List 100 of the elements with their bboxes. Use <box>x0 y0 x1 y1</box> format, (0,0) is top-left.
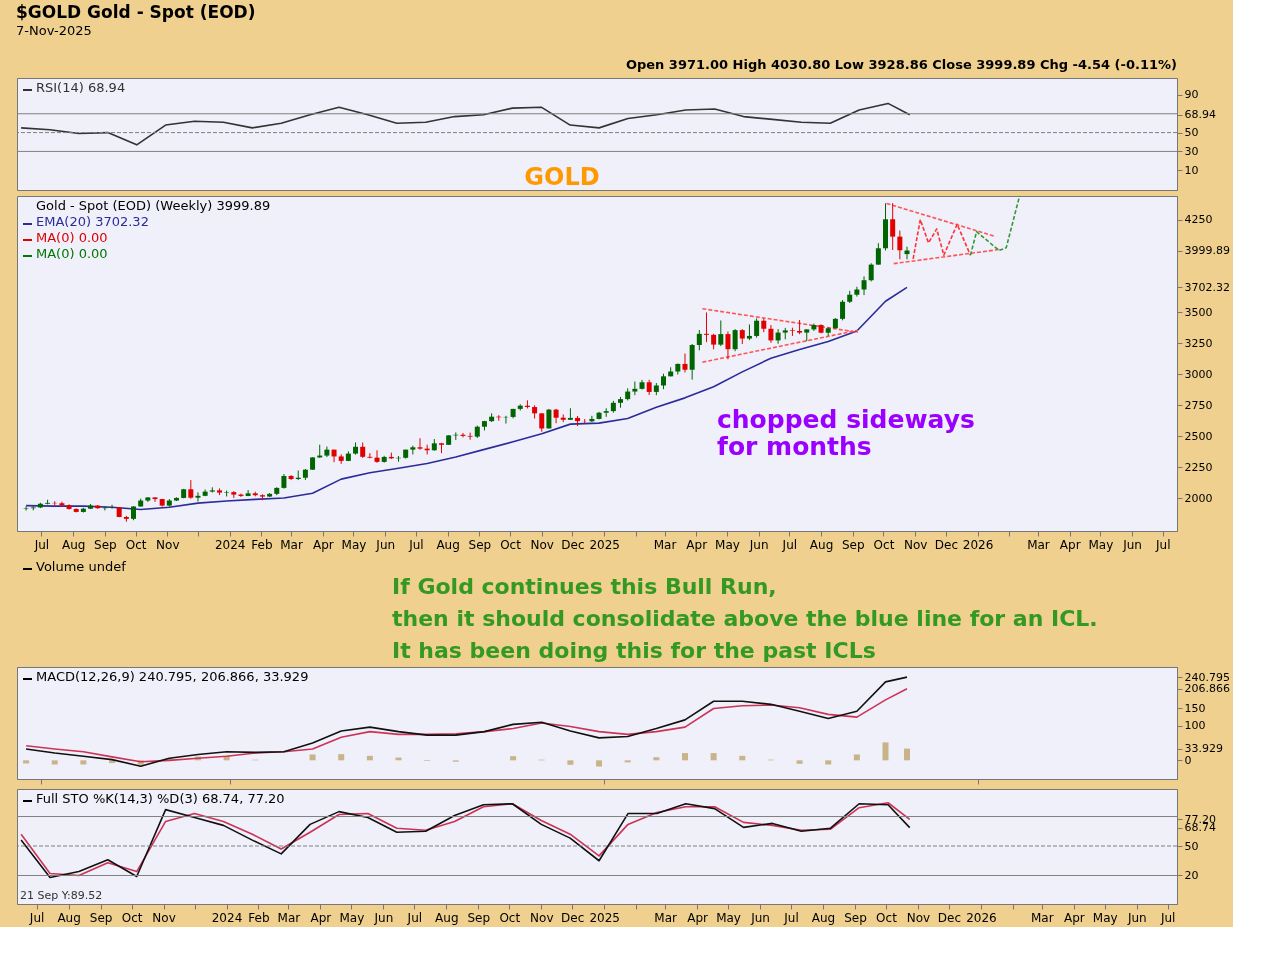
x-tick-label: May <box>716 910 741 925</box>
legend-label: RSI(14) 68.94 <box>36 80 126 95</box>
y-tick-label: 2250 <box>1184 460 1213 474</box>
x-tick-label: Sep <box>844 910 867 925</box>
x-tick-label: 2024 <box>214 537 246 552</box>
x-tick-label: Jul <box>406 910 423 925</box>
x-tick-label: Nov <box>156 537 180 552</box>
x-tick-label: Sep <box>89 910 113 925</box>
y-tick-label: 2500 <box>1184 429 1213 443</box>
y-tick-label: 2750 <box>1184 398 1213 412</box>
x-tick-label: Oct <box>121 910 143 925</box>
y-tick-label: 4250 <box>1184 213 1213 227</box>
annotation: 21 Sep Y:89.52 <box>20 889 103 902</box>
chart-title: MACD(12,26,9) 240.795, 206.866, 33.929 <box>36 669 309 684</box>
x-tick-label: Mar <box>277 910 301 925</box>
x-tick-label: Oct <box>499 910 521 925</box>
x-tick-label: Jul <box>28 910 45 925</box>
chart-subtitle: 7-Nov-2025 <box>16 22 92 38</box>
y-tick-label: 0 <box>1184 753 1192 767</box>
x-tick-label: Sep <box>468 537 492 552</box>
x-tick-label: Nov <box>906 910 931 925</box>
x-tick-label: Dec <box>934 537 959 552</box>
annotation: MA(0) 0.00 <box>36 230 108 245</box>
x-tick-label: Apr <box>312 537 334 552</box>
x-tick-label: Dec <box>937 910 962 925</box>
x-tick-label: Oct <box>876 910 898 925</box>
x-tick-label: Mar <box>654 910 677 925</box>
x-tick-label: Sep <box>94 537 117 552</box>
x-tick-label: Jul <box>1159 910 1176 925</box>
x-tick-label: May <box>1088 537 1114 552</box>
annotation: MA(0) 0.00 <box>36 246 108 261</box>
y-tick-label: 3999.89 <box>1184 244 1230 258</box>
y-tick-label: 3702.32 <box>1184 280 1230 294</box>
x-tick-label: Apr <box>687 910 709 925</box>
x-tick-label: Nov <box>152 910 176 925</box>
x-tick-label: Aug <box>809 537 834 552</box>
y-tick-label: 68.94 <box>1184 108 1216 122</box>
text: then it should consolidate above the blue line for an ICL. <box>392 606 1098 631</box>
x-tick-label: Jul <box>783 910 799 925</box>
x-tick-label: May <box>1092 910 1118 925</box>
y-tick-label: 100 <box>1184 719 1206 733</box>
x-tick-label: May <box>339 910 365 925</box>
x-tick-label: May <box>341 537 367 552</box>
legend-label: EMA(20) 3702.32 <box>36 214 149 229</box>
x-tick-label: 2025 <box>589 537 620 552</box>
text: Open 3971.00 High 4030.80 Low 3928.86 Close 3999.89 Chg -4.54 (-0.11%) <box>625 57 1177 72</box>
x-tick-label: Jun <box>373 910 394 925</box>
x-tick-label: Jul <box>781 537 798 552</box>
x-tick-label: Mar <box>653 537 677 552</box>
x-tick-label: Nov <box>530 537 554 552</box>
y-tick-label: 50 <box>1184 839 1199 853</box>
text: It has been doing this for the past ICLs <box>392 638 876 663</box>
x-tick-label: Nov <box>903 537 928 552</box>
chart-title: Full STO %K(14,3) %D(3) 68.74, 77.20 <box>36 791 285 806</box>
y-tick-label: 150 <box>1184 701 1206 715</box>
x-tick-label: Aug <box>435 910 459 925</box>
x-tick-label: Nov <box>530 910 554 925</box>
y-tick-label: 10 <box>1184 163 1199 177</box>
x-tick-label: Mar <box>280 537 303 552</box>
x-tick-label: Aug <box>811 910 836 925</box>
y-tick-label: 3250 <box>1184 336 1213 350</box>
x-tick-label: Aug <box>436 537 460 552</box>
x-tick-label: Oct <box>500 537 522 552</box>
annotation: chopped sideways for months <box>717 405 975 461</box>
y-tick-label: 20 <box>1184 869 1199 882</box>
y-tick-label: 3000 <box>1184 367 1213 381</box>
x-tick-label: Sep <box>467 910 491 925</box>
x-tick-label: Dec <box>561 537 585 552</box>
x-tick-label: Jul <box>33 537 50 552</box>
x-tick-label: Oct <box>125 537 147 552</box>
x-tick-label: Jun <box>1122 537 1142 552</box>
x-tick-label: Feb <box>248 910 270 925</box>
x-tick-label: 2024 <box>211 910 243 925</box>
x-tick-label: Apr <box>1059 537 1081 552</box>
x-tick-label: Apr <box>310 910 332 925</box>
y-tick-label: 30 <box>1184 144 1199 158</box>
x-tick-label: Aug <box>61 537 86 552</box>
x-tick-label: May <box>715 537 740 552</box>
x-tick-label: 2025 <box>589 910 620 925</box>
y-tick-label: 240.795 <box>1184 670 1230 684</box>
x-tick-label: Oct <box>873 537 895 552</box>
x-tick-label: Jul <box>408 537 424 552</box>
x-tick-label: Jun <box>748 537 769 552</box>
x-tick-label: Jun <box>1126 910 1147 925</box>
x-tick-label: Jul <box>1155 537 1171 552</box>
chart-title: $GOLD Gold - Spot (EOD) <box>16 1 256 22</box>
y-tick-label: 2000 <box>1184 491 1213 505</box>
x-tick-label: Apr <box>1063 910 1085 925</box>
y-tick-label: 33.929 <box>1184 742 1223 756</box>
x-tick-label: Sep <box>841 537 865 552</box>
x-tick-label: Jun <box>375 537 396 552</box>
x-tick-label: Aug <box>57 910 81 925</box>
x-tick-label: Apr <box>686 537 708 552</box>
y-tick-label: 90 <box>1184 88 1199 102</box>
x-tick-label: 2026 <box>966 910 997 925</box>
annotation: GOLD <box>524 163 600 191</box>
x-tick-label: Mar <box>1030 910 1054 925</box>
x-tick-label: Jun <box>750 910 770 925</box>
y-tick-label: 3500 <box>1184 305 1213 319</box>
x-tick-label: Feb <box>251 537 273 552</box>
